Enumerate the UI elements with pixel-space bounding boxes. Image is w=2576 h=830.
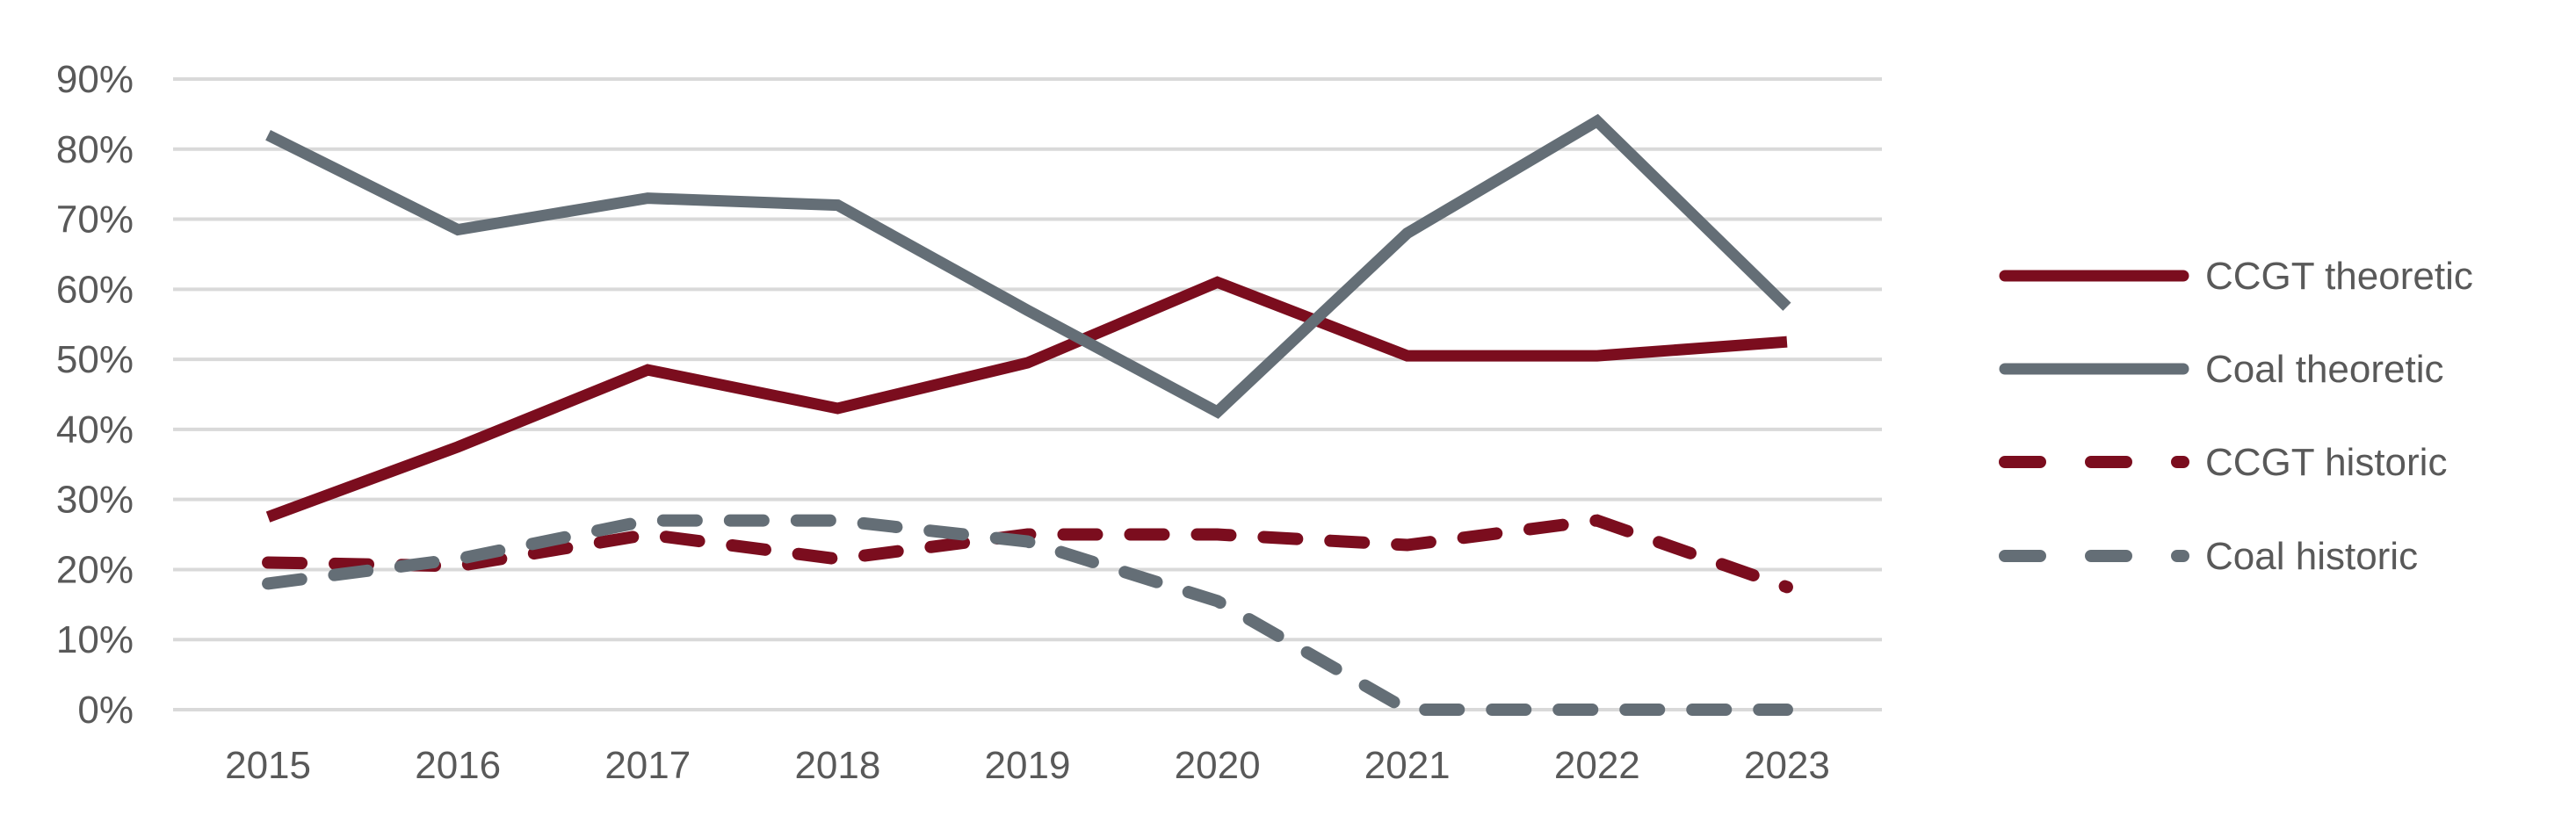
legend-item: CCGT historic xyxy=(1999,441,2447,484)
data-point xyxy=(647,520,648,522)
y-tick-label: 10% xyxy=(56,618,134,661)
series-line xyxy=(265,276,1788,523)
y-axis-tick-labels: 0% 10% 20% 30% 40% 50% 60% 70% 80% 90% xyxy=(56,58,134,732)
x-tick-label: 2017 xyxy=(604,744,691,787)
x-tick-label: 2015 xyxy=(225,744,311,787)
y-tick-label: 0% xyxy=(77,689,134,732)
y-tick-label: 40% xyxy=(56,408,134,451)
series-line xyxy=(265,113,1791,419)
x-tick-label: 2016 xyxy=(415,744,501,787)
x-tick-label: 2020 xyxy=(1175,744,1261,787)
data-point xyxy=(836,520,838,522)
legend-item: Coal historic xyxy=(1999,535,2418,578)
legend-label: CCGT theoretic xyxy=(2205,255,2473,298)
data-point xyxy=(647,534,648,536)
y-tick-label: 70% xyxy=(56,198,134,242)
series-line xyxy=(262,514,1793,594)
y-tick-label: 90% xyxy=(56,58,134,101)
x-tick-label: 2019 xyxy=(985,744,1071,787)
x-axis-tick-labels: 2015 2016 2017 2018 2019 2020 2021 2022 2023 xyxy=(225,744,1830,787)
data-series xyxy=(262,113,1793,716)
legend-label: Coal historic xyxy=(2205,535,2418,578)
series-coal-historic xyxy=(262,514,1793,716)
legend-item: Coal theoretic xyxy=(1999,348,2443,391)
legend-label: Coal theoretic xyxy=(2205,348,2443,391)
y-tick-label: 50% xyxy=(56,338,134,381)
legend-item: CCGT theoretic xyxy=(1999,255,2473,298)
x-tick-label: 2018 xyxy=(794,744,880,787)
y-tick-label: 30% xyxy=(56,479,134,522)
series-line xyxy=(262,514,1793,716)
legend-label: CCGT historic xyxy=(2205,441,2447,484)
series-coal-theoretic xyxy=(265,113,1791,419)
x-tick-label: 2021 xyxy=(1364,744,1451,787)
y-tick-label: 60% xyxy=(56,268,134,311)
gridlines xyxy=(173,77,1882,711)
x-tick-label: 2022 xyxy=(1554,744,1640,787)
y-tick-label: 80% xyxy=(56,128,134,171)
series-ccgt-historic xyxy=(262,514,1793,594)
y-tick-label: 20% xyxy=(56,548,134,591)
x-tick-label: 2023 xyxy=(1744,744,1830,787)
legend: CCGT theoretic Coal theoretic CCGT histori… xyxy=(1999,255,2473,578)
data-point xyxy=(457,565,459,567)
series-ccgt-theoretic xyxy=(265,276,1788,523)
data-point xyxy=(457,558,459,559)
